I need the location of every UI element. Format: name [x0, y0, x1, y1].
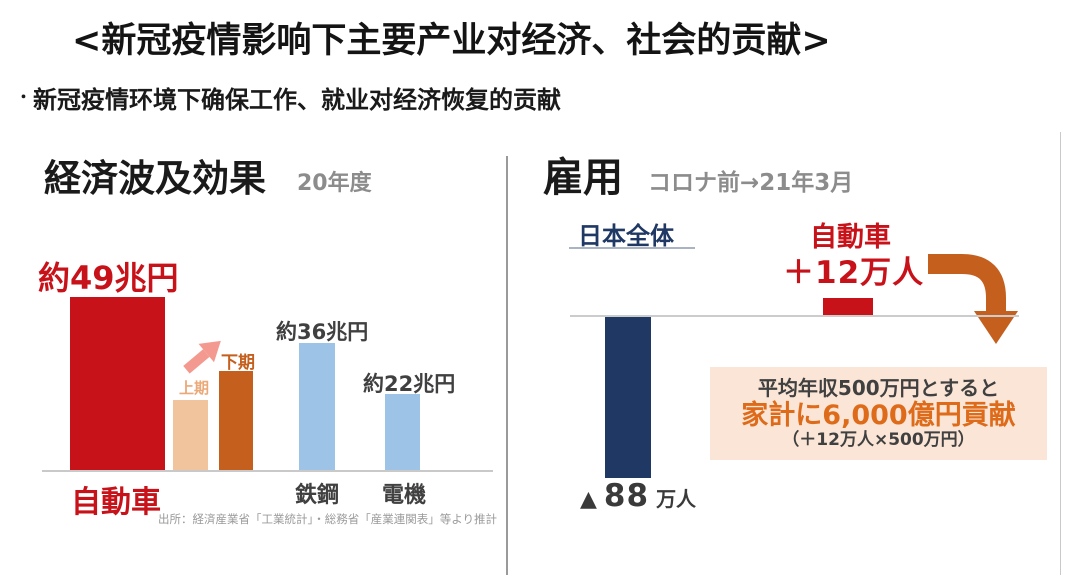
right-edge-line: [1060, 132, 1061, 575]
employment-auto-label: 自動車: [810, 222, 891, 253]
steel-category-label: 鉄鋼: [295, 483, 340, 508]
economic-panel-title: 経済波及効果: [44, 157, 266, 200]
electronics-category-label: 電機: [382, 483, 427, 508]
bar-electronics: [385, 394, 420, 471]
bar-auto-second-half: [219, 371, 253, 471]
employment-auto-value: ＋12万人: [783, 255, 925, 291]
employment-axis-line: [570, 315, 1019, 317]
household-contribution-box: 平均年収500万円とすると 家計に6,000億円貢献 （＋12万人×500万円）: [710, 367, 1047, 460]
japan-value-label: ▲ 88 万人: [580, 478, 696, 514]
second-half-label: 下期: [221, 353, 255, 373]
economic-axis-line: [42, 470, 493, 472]
note-line3: （＋12万人×500万円）: [782, 429, 975, 450]
bar-auto-first-half: [173, 400, 208, 471]
bar-automobile: [70, 297, 165, 471]
japan-total-label: 日本全体: [578, 222, 674, 250]
bar-japan-employment: [605, 317, 651, 478]
auto-value-label: 約49兆円: [38, 259, 179, 297]
source-note: 出所：経済産業省「工業統計」・総務省「産業連関表」等より推計: [158, 512, 498, 526]
slide-subtitle-text: 新冠疫情环境下确保工作、就业对经济恢复的贡献: [33, 86, 562, 114]
slide-subtitle: ・新冠疫情环境下确保工作、就业对经济恢复的贡献: [16, 80, 561, 115]
employment-panel-title: 雇用: [543, 155, 623, 201]
economic-period-label: 20年度: [297, 171, 372, 196]
employment-period-label: コロナ前→21年3月: [648, 170, 854, 196]
japan-total-underline: [569, 247, 695, 249]
subtitle-bullet-icon: ・: [16, 88, 32, 106]
first-half-label: 上期: [179, 379, 210, 397]
bar-steel: [299, 343, 335, 471]
note-line2: 家計に6,000億円貢献: [741, 399, 1016, 431]
note-line1: 平均年収500万円とすると: [757, 375, 1000, 400]
slide-title: <新冠疫情影响下主要产业对经济、社会的贡献>: [72, 21, 831, 61]
electronics-value-label: 約22兆円: [363, 372, 456, 396]
down-triangle-icon: ▲: [580, 487, 597, 512]
bar-auto-employment: [823, 298, 873, 315]
japan-value-number: 88: [603, 478, 650, 514]
steel-value-label: 約36兆円: [276, 320, 369, 344]
auto-category-label: 自動車: [71, 485, 161, 520]
japan-value-unit: 万人: [656, 487, 697, 511]
panel-divider: [506, 156, 508, 575]
increase-arrow-icon: [183, 340, 221, 374]
